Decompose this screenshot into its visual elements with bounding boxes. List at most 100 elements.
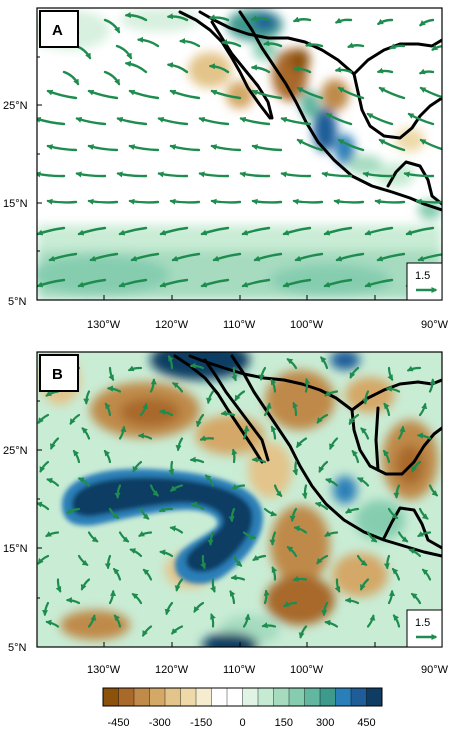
wind-arrow bbox=[159, 278, 189, 288]
panel-a-xtick-130w: 130°W bbox=[87, 319, 121, 331]
wind-arrow bbox=[129, 548, 143, 558]
wind-arrow bbox=[210, 578, 216, 593]
colorbar-swatch bbox=[164, 687, 182, 707]
wind-arrow bbox=[282, 226, 312, 236]
wind-arrow bbox=[200, 278, 230, 288]
panel-a-wind-vectors bbox=[37, 12, 442, 288]
wind-arrow bbox=[252, 554, 267, 561]
wind-arrow bbox=[37, 554, 50, 565]
wind-arrow bbox=[114, 484, 122, 499]
wind-arrow bbox=[283, 601, 298, 608]
wind-arrow bbox=[113, 568, 122, 581]
wind-arrow bbox=[253, 252, 283, 262]
panel-b-shading bbox=[37, 352, 442, 647]
colorbar-swatches bbox=[102, 687, 383, 707]
wind-arrow bbox=[289, 507, 298, 522]
wind-arrow bbox=[250, 64, 271, 74]
wind-arrow bbox=[175, 437, 184, 452]
panel-a-reference-vector-label: 1.5 bbox=[415, 270, 430, 282]
wind-arrow bbox=[231, 366, 237, 382]
colorbar-swatch bbox=[118, 687, 135, 707]
wind-arrow bbox=[258, 366, 267, 381]
wind-arrow bbox=[251, 198, 283, 205]
wind-arrow bbox=[251, 456, 267, 464]
wind-arrow bbox=[149, 484, 159, 497]
wind-arrow bbox=[45, 619, 60, 628]
wind-arrow bbox=[37, 226, 66, 236]
wind-arrow bbox=[251, 89, 283, 100]
panel-b-reference-vector-box bbox=[406, 609, 443, 648]
wind-arrow bbox=[198, 117, 230, 126]
wind-arrow bbox=[270, 425, 277, 440]
wind-arrow bbox=[377, 18, 394, 25]
panel-b-wind-vectors bbox=[37, 355, 439, 639]
wind-arrow bbox=[242, 531, 257, 540]
wind-arrow bbox=[124, 12, 148, 22]
wind-arrow bbox=[118, 278, 148, 288]
wind-arrow bbox=[39, 460, 50, 473]
wind-arrow bbox=[362, 171, 394, 178]
panel-b-ytick-5n: 5°N bbox=[8, 642, 27, 654]
wind-arrow bbox=[87, 198, 119, 205]
wind-arrow bbox=[239, 117, 271, 126]
wind-arrow bbox=[376, 67, 394, 74]
panel-a-ytick-5n: 5°N bbox=[8, 296, 27, 308]
wind-arrow bbox=[397, 425, 406, 440]
wind-arrow bbox=[305, 41, 324, 48]
colorbar-swatch bbox=[350, 687, 368, 707]
wind-arrow bbox=[329, 437, 339, 450]
wind-arrow bbox=[335, 17, 353, 24]
wind-arrow bbox=[410, 592, 422, 605]
wind-arrow bbox=[286, 546, 298, 558]
wind-arrow bbox=[87, 89, 119, 100]
wind-arrow bbox=[294, 252, 324, 262]
wind-arrow bbox=[108, 366, 115, 381]
wind-arrow bbox=[189, 456, 205, 464]
panel-a-tag-box bbox=[39, 10, 79, 48]
wind-arrow bbox=[321, 601, 329, 617]
wind-arrow bbox=[324, 530, 339, 537]
wind-arrow bbox=[408, 548, 422, 558]
wind-arrow bbox=[347, 42, 365, 49]
colorbar-labels: -450 -300 -150 0 150 300 450 bbox=[107, 717, 375, 729]
wind-arrow bbox=[171, 382, 184, 393]
wind-arrow bbox=[87, 614, 97, 628]
wind-arrow bbox=[128, 89, 160, 100]
wind-arrow bbox=[106, 385, 122, 393]
wind-arrow bbox=[168, 460, 175, 476]
wind-arrow bbox=[108, 507, 120, 519]
wind-arrow bbox=[190, 501, 205, 511]
wind-arrow bbox=[164, 601, 174, 616]
wind-arrow bbox=[198, 171, 230, 178]
wind-arrow bbox=[62, 70, 80, 86]
wind-arrow bbox=[263, 507, 277, 517]
wind-arrow bbox=[376, 252, 406, 262]
wind-arrow bbox=[428, 484, 439, 497]
wind-arrow bbox=[280, 171, 312, 178]
panel-b-xtick-90w: 90°W bbox=[421, 664, 449, 676]
wind-arrow bbox=[323, 278, 353, 288]
wind-arrow bbox=[334, 66, 353, 74]
wind-arrow bbox=[239, 171, 271, 178]
wind-arrow bbox=[385, 385, 401, 393]
wind-arrow bbox=[351, 450, 360, 464]
colorbar-swatch bbox=[319, 687, 337, 707]
wind-arrow bbox=[321, 171, 353, 178]
wind-arrow bbox=[80, 578, 91, 591]
wind-arrow bbox=[419, 68, 435, 75]
wind-arrow bbox=[387, 507, 399, 519]
wind-arrow bbox=[392, 614, 401, 628]
wind-arrow bbox=[169, 89, 201, 100]
wind-arrow bbox=[131, 593, 143, 605]
wind-arrow bbox=[405, 226, 435, 236]
colorbar-tick-label: 300 bbox=[316, 717, 334, 729]
wind-arrow bbox=[157, 117, 189, 126]
wind-arrow bbox=[166, 13, 189, 22]
wind-arrow bbox=[169, 525, 184, 534]
wind-arrow bbox=[333, 198, 365, 205]
wind-arrow bbox=[46, 89, 78, 100]
wind-arrow bbox=[393, 484, 401, 499]
panel-a-xtick-100w: 100°W bbox=[290, 319, 324, 331]
wind-arrow bbox=[334, 578, 341, 593]
